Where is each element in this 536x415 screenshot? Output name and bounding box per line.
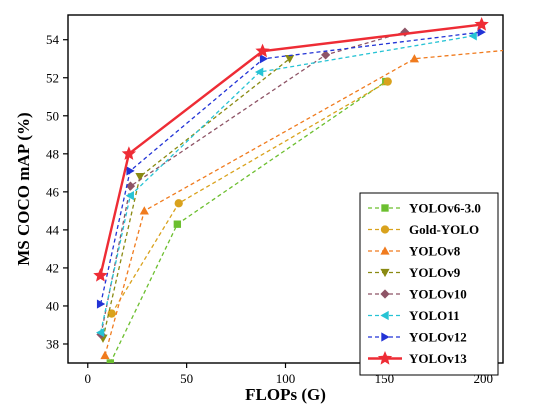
series-yolov8 — [100, 49, 503, 360]
data-point — [285, 55, 295, 64]
legend-box — [359, 192, 499, 376]
legend-item: YOLOv10 — [368, 287, 467, 302]
legend-item: YOLOv6-3.0 — [368, 201, 481, 216]
series-line — [99, 31, 482, 305]
legend-label: YOLOv13 — [409, 351, 467, 366]
legend-label: Gold-YOLO — [409, 222, 479, 237]
data-point — [321, 50, 331, 60]
data-point — [255, 43, 270, 58]
data-point — [93, 267, 108, 282]
legend: YOLOv6-3.0 Gold-YOLO YOLOv8 YOLOv9 YOLOv10 YO… — [359, 192, 499, 376]
data-point — [400, 27, 410, 37]
legend-marker — [380, 310, 389, 321]
legend-label: YOLOv9 — [409, 265, 461, 280]
legend-label: YOLOv10 — [409, 287, 467, 302]
data-point — [174, 199, 183, 208]
data-point — [96, 299, 106, 309]
data-point — [100, 350, 110, 360]
y-tick-label: 44 — [46, 222, 60, 237]
legend-label: YOLOv8 — [409, 244, 461, 259]
legend-item: YOLOv8 — [368, 244, 461, 259]
legend-marker — [380, 246, 390, 255]
y-tick-label: 48 — [46, 146, 59, 161]
legend-item: YOLO11 — [368, 308, 460, 323]
data-point — [125, 181, 136, 191]
data-point — [173, 220, 182, 228]
legend-marker — [381, 204, 389, 212]
data-point — [409, 54, 420, 63]
x-tick-label: 50 — [180, 371, 193, 386]
series-line — [104, 49, 503, 356]
series-gold-yolo — [107, 77, 392, 318]
series-yolo11 — [96, 31, 477, 338]
data-point — [139, 206, 149, 215]
legend-marker — [380, 225, 390, 234]
data-point — [125, 191, 134, 201]
x-tick-label: 0 — [85, 371, 92, 386]
series-line — [100, 31, 406, 335]
legend-marker — [380, 268, 390, 278]
legend-label: YOLO11 — [409, 308, 460, 323]
legend-item: Gold-YOLO — [368, 222, 479, 237]
y-tick-label: 42 — [46, 260, 59, 275]
legend-item: YOLOv9 — [368, 265, 461, 280]
y-tick-label: 54 — [46, 32, 60, 47]
legend-marker — [380, 289, 390, 299]
data-point — [107, 309, 116, 318]
series-yolov6-3-0 — [106, 77, 390, 363]
y-tick-label: 52 — [46, 70, 59, 85]
legend-item: YOLOv12 — [368, 330, 467, 345]
data-point — [468, 31, 477, 41]
series-yolov9 — [98, 55, 295, 343]
series-line — [111, 80, 389, 314]
data-point — [106, 359, 114, 363]
y-axis-title: MS COCO mAP (%) — [14, 112, 33, 265]
legend-label: YOLOv6-3.0 — [409, 201, 481, 216]
series-layer — [93, 16, 503, 363]
y-tick-label: 38 — [46, 336, 59, 351]
legend-marker — [377, 350, 393, 365]
x-axis-title: FLOPs (G) — [245, 385, 326, 404]
data-point — [126, 166, 135, 176]
data-point — [474, 16, 489, 31]
data-point — [135, 172, 145, 182]
data-point — [259, 54, 269, 64]
legend-item: YOLOv13 — [368, 350, 467, 366]
series-yolov12 — [96, 27, 486, 309]
data-point — [96, 327, 105, 338]
data-point — [477, 27, 486, 37]
data-point — [121, 146, 137, 160]
series-yolov13 — [93, 16, 489, 282]
legend-label: YOLOv12 — [409, 330, 467, 345]
y-tick-label: 50 — [46, 108, 59, 123]
y-tick-label: 46 — [46, 184, 60, 199]
series-line — [99, 35, 474, 333]
data-point — [254, 67, 264, 77]
legend-marker — [381, 332, 390, 342]
y-tick-label: 40 — [46, 298, 59, 313]
series-line — [109, 81, 387, 363]
x-tick-label: 100 — [276, 371, 296, 386]
series-line — [99, 23, 482, 276]
data-point — [383, 77, 392, 86]
